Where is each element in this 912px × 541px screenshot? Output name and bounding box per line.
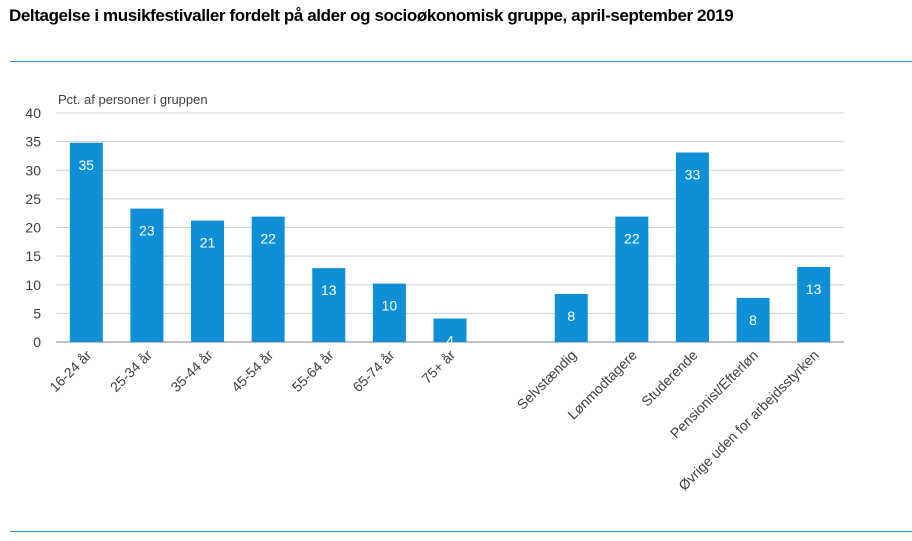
y-tick-label: 35 bbox=[25, 134, 41, 150]
y-tick-label: 0 bbox=[33, 334, 41, 350]
bar bbox=[372, 283, 406, 342]
y-axis-label: Pct. af personer i gruppen bbox=[58, 92, 208, 107]
x-tick-label: 45-54 år bbox=[228, 347, 276, 395]
x-tick-label: 65-74 år bbox=[349, 347, 397, 395]
x-axis-ticks: 16-24 år 25-34 år 35-44 år 45-54 år 55-64 år… bbox=[46, 347, 822, 494]
x-tick-label: 35-44 år bbox=[167, 347, 215, 395]
data-label: 23 bbox=[139, 223, 155, 239]
y-tick-label: 5 bbox=[33, 305, 41, 321]
bar bbox=[797, 267, 831, 342]
bar bbox=[615, 216, 649, 342]
bar bbox=[675, 152, 709, 342]
bar bbox=[312, 268, 346, 342]
x-tick-label: 55-64 år bbox=[289, 347, 337, 395]
y-tick-label: 40 bbox=[25, 105, 41, 121]
bar bbox=[554, 293, 588, 342]
data-label: 13 bbox=[321, 282, 337, 298]
bar bbox=[736, 297, 770, 342]
data-label: 10 bbox=[382, 298, 398, 314]
x-tick-label: Studerende bbox=[638, 347, 701, 410]
bars bbox=[69, 142, 831, 342]
bar bbox=[191, 220, 225, 342]
bar bbox=[69, 142, 103, 342]
data-label: 22 bbox=[260, 231, 276, 247]
x-tick-label: 25-34 år bbox=[107, 347, 155, 395]
data-label: 33 bbox=[685, 167, 701, 183]
y-tick-label: 25 bbox=[25, 191, 41, 207]
y-tick-label: 30 bbox=[25, 162, 41, 178]
y-tick-label: 15 bbox=[25, 248, 41, 264]
y-axis-ticks: 0 5 10 15 20 25 30 35 40 bbox=[25, 105, 41, 350]
y-tick-label: 20 bbox=[25, 220, 41, 236]
data-label: 8 bbox=[567, 308, 575, 324]
value-labels: 35 23 21 22 13 10 4 8 22 33 8 13 bbox=[79, 157, 822, 349]
gridlines bbox=[56, 112, 844, 343]
data-label: 4 bbox=[446, 333, 454, 349]
data-label: 22 bbox=[624, 231, 640, 247]
chart-title: Deltagelse i musikfestivaller fordelt på… bbox=[9, 6, 734, 25]
bottom-divider bbox=[10, 531, 912, 532]
bar bbox=[130, 208, 164, 342]
x-tick-label: Selvstændig bbox=[514, 347, 580, 413]
bar bbox=[433, 318, 467, 342]
data-label: 13 bbox=[806, 281, 822, 297]
top-divider bbox=[10, 61, 912, 62]
bar bbox=[251, 216, 285, 342]
data-label: 21 bbox=[200, 235, 216, 251]
x-tick-label: 75+ år bbox=[418, 347, 458, 387]
data-label: 35 bbox=[79, 157, 95, 173]
y-tick-label: 10 bbox=[25, 277, 41, 293]
x-tick-label: 16-24 år bbox=[46, 347, 94, 395]
data-label: 8 bbox=[749, 312, 757, 328]
